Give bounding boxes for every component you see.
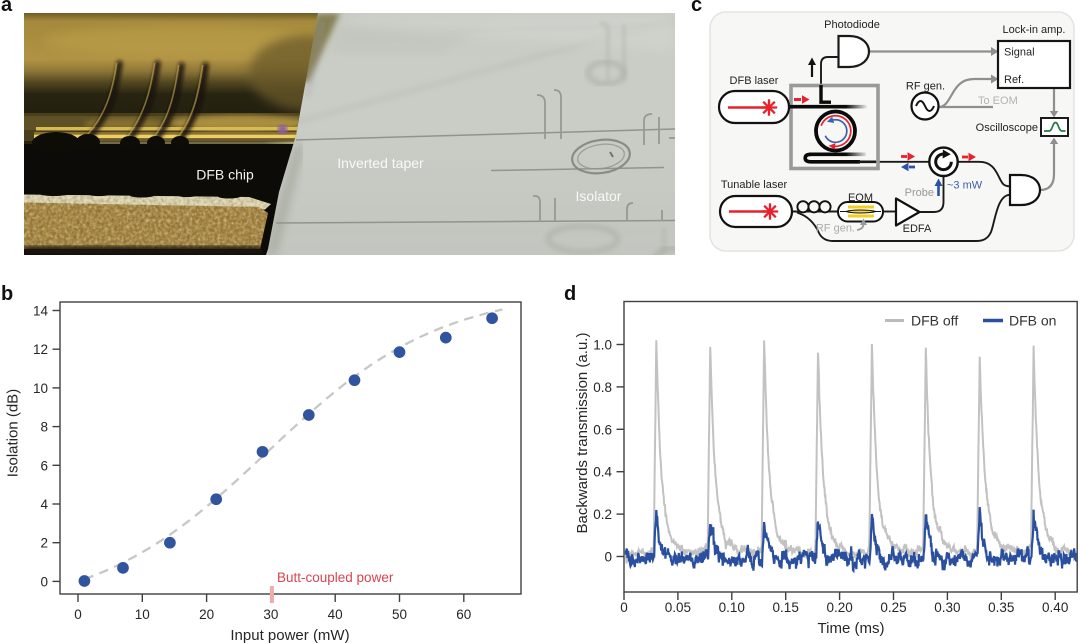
svg-text:Tunable laser: Tunable laser — [721, 179, 788, 191]
svg-text:DFB laser: DFB laser — [730, 75, 779, 87]
svg-text:0.05: 0.05 — [665, 600, 691, 615]
svg-text:30: 30 — [263, 607, 278, 622]
svg-text:0.35: 0.35 — [988, 600, 1014, 615]
svg-text:Inverted taper: Inverted taper — [337, 155, 424, 171]
svg-text:Butt-coupled power: Butt-coupled power — [277, 570, 394, 585]
svg-text:Isolator: Isolator — [576, 188, 622, 204]
svg-text:DFB chip: DFB chip — [196, 167, 254, 183]
svg-text:RF gen.: RF gen. — [906, 81, 945, 93]
svg-text:0: 0 — [620, 600, 628, 615]
svg-text:Photodiode: Photodiode — [824, 19, 880, 31]
svg-text:2: 2 — [40, 536, 48, 551]
svg-text:Ref.: Ref. — [1004, 74, 1024, 86]
svg-text:0: 0 — [40, 574, 48, 589]
svg-text:DFB on: DFB on — [1009, 313, 1056, 329]
svg-text:Isolation (dB): Isolation (dB) — [5, 389, 22, 477]
svg-text:12: 12 — [33, 342, 48, 357]
svg-text:Signal: Signal — [1004, 47, 1035, 59]
svg-text:0.25: 0.25 — [880, 600, 906, 615]
svg-text:Input power (mW): Input power (mW) — [230, 627, 349, 643]
svg-text:10: 10 — [135, 607, 150, 622]
svg-text:To EOM: To EOM — [978, 95, 1018, 107]
svg-text:Backwards transmission (a.u.): Backwards transmission (a.u.) — [574, 333, 591, 534]
svg-text:0.40: 0.40 — [1042, 600, 1068, 615]
svg-text:0.4: 0.4 — [593, 465, 612, 480]
svg-text:60: 60 — [456, 607, 471, 622]
svg-text:10: 10 — [33, 381, 48, 396]
svg-text:EDFA: EDFA — [903, 223, 932, 235]
svg-text:0.20: 0.20 — [826, 600, 852, 615]
svg-text:Probe: Probe — [905, 187, 934, 199]
svg-text:Lock-in amp.: Lock-in amp. — [1003, 24, 1066, 36]
svg-text:50: 50 — [392, 607, 407, 622]
svg-text:0.6: 0.6 — [593, 422, 612, 437]
svg-text:0.2: 0.2 — [593, 507, 612, 522]
svg-text:1.0: 1.0 — [593, 338, 612, 353]
svg-text:8: 8 — [40, 420, 48, 435]
svg-text:6: 6 — [40, 458, 48, 473]
svg-text:0.30: 0.30 — [934, 600, 960, 615]
svg-text:14: 14 — [33, 304, 49, 319]
svg-text:0.8: 0.8 — [593, 380, 612, 395]
svg-text:0.10: 0.10 — [719, 600, 745, 615]
svg-text:Oscilloscope: Oscilloscope — [976, 122, 1038, 134]
svg-text:RF gen.: RF gen. — [816, 223, 855, 235]
svg-text:0.15: 0.15 — [773, 600, 799, 615]
svg-text:20: 20 — [199, 607, 214, 622]
svg-text:4: 4 — [40, 497, 48, 512]
svg-text:~3 mW: ~3 mW — [947, 180, 983, 192]
svg-text:DFB off: DFB off — [911, 313, 958, 329]
svg-text:40: 40 — [328, 607, 343, 622]
svg-text:0: 0 — [74, 607, 82, 622]
svg-text:0: 0 — [604, 550, 612, 565]
svg-text:Time (ms): Time (ms) — [818, 620, 885, 637]
